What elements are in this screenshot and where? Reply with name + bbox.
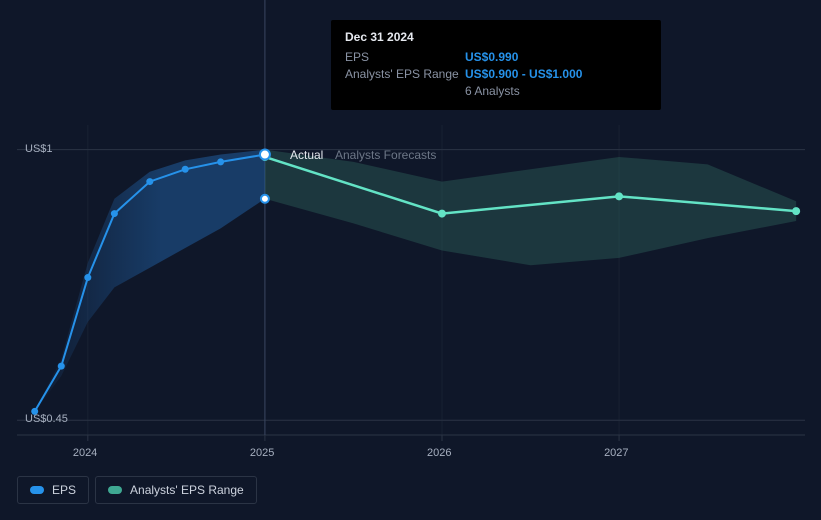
- y-axis-label: US$0.45: [25, 413, 68, 425]
- legend: EPS Analysts' EPS Range: [17, 476, 257, 504]
- x-axis-label: 2027: [604, 447, 628, 459]
- chart-svg: [17, 125, 805, 460]
- x-axis-label: 2024: [73, 447, 97, 459]
- chart-tooltip: Dec 31 2024 EPS US$0.990 Analysts' EPS R…: [331, 20, 661, 110]
- tooltip-eps-value: US$0.990: [465, 50, 518, 64]
- forecast-label: Analysts Forecasts: [335, 148, 436, 162]
- y-axis-label: US$1: [25, 143, 53, 155]
- tooltip-analysts: 6 Analysts: [465, 84, 647, 98]
- tooltip-eps-label: EPS: [345, 50, 465, 64]
- legend-eps[interactable]: EPS: [17, 476, 89, 504]
- tooltip-title: Dec 31 2024: [345, 30, 647, 44]
- legend-eps-label: EPS: [52, 483, 76, 497]
- legend-range-label: Analysts' EPS Range: [130, 483, 244, 497]
- legend-eps-swatch: [30, 486, 44, 494]
- legend-range-swatch: [108, 486, 122, 494]
- tooltip-range-label: Analysts' EPS Range: [345, 67, 465, 81]
- legend-range[interactable]: Analysts' EPS Range: [95, 476, 257, 504]
- x-axis-label: 2026: [427, 447, 451, 459]
- actual-label: Actual: [290, 148, 323, 162]
- chart-area[interactable]: [17, 125, 805, 460]
- x-axis-label: 2025: [250, 447, 274, 459]
- tooltip-range-value: US$0.900 - US$1.000: [465, 67, 582, 81]
